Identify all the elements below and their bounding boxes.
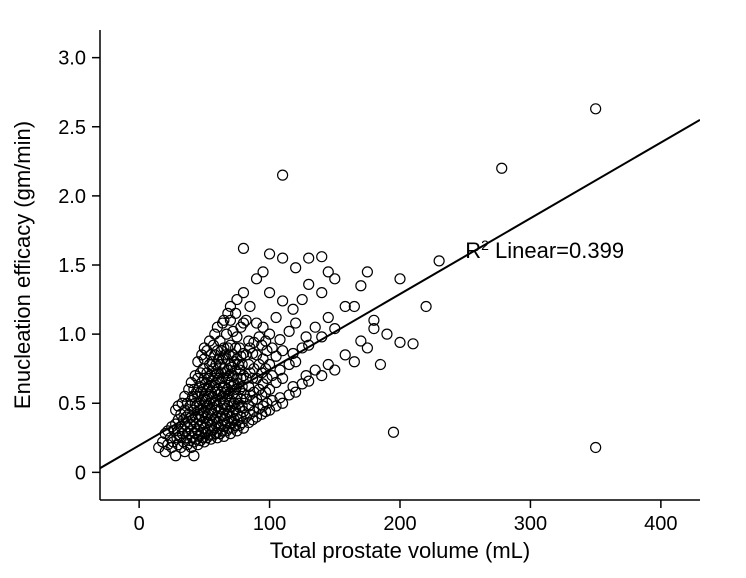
x-axis-label: Total prostate volume (mL) [270,538,530,563]
scatter-chart: 0 100 200 300 400 0 0.5 1.0 1.5 2.0 2.5 3.0 Total pr… [0,0,746,578]
y-tick-label: 1.5 [58,255,86,277]
x-tick-label: 400 [644,513,677,535]
y-tick-label: 1.0 [58,324,86,346]
y-tick-label: 0.5 [58,393,86,415]
chart-svg: 0 100 200 300 400 0 0.5 1.0 1.5 2.0 2.5 3.0 Total pr… [0,0,746,578]
y-tick-label: 0 [75,462,86,484]
x-tick-label: 200 [383,513,416,535]
x-tick-label: 100 [253,513,286,535]
y-tick-label: 2.5 [58,117,86,139]
x-tick-label: 300 [514,513,547,535]
x-tick-label: 0 [134,513,145,535]
chart-bg [0,0,746,578]
y-axis-label: Enucleation efficacy (gm/min) [10,121,35,409]
y-tick-label: 3.0 [58,48,86,70]
r-squared-annotation: R2 Linear=0.399 [465,237,624,263]
y-tick-label: 2.0 [58,186,86,208]
